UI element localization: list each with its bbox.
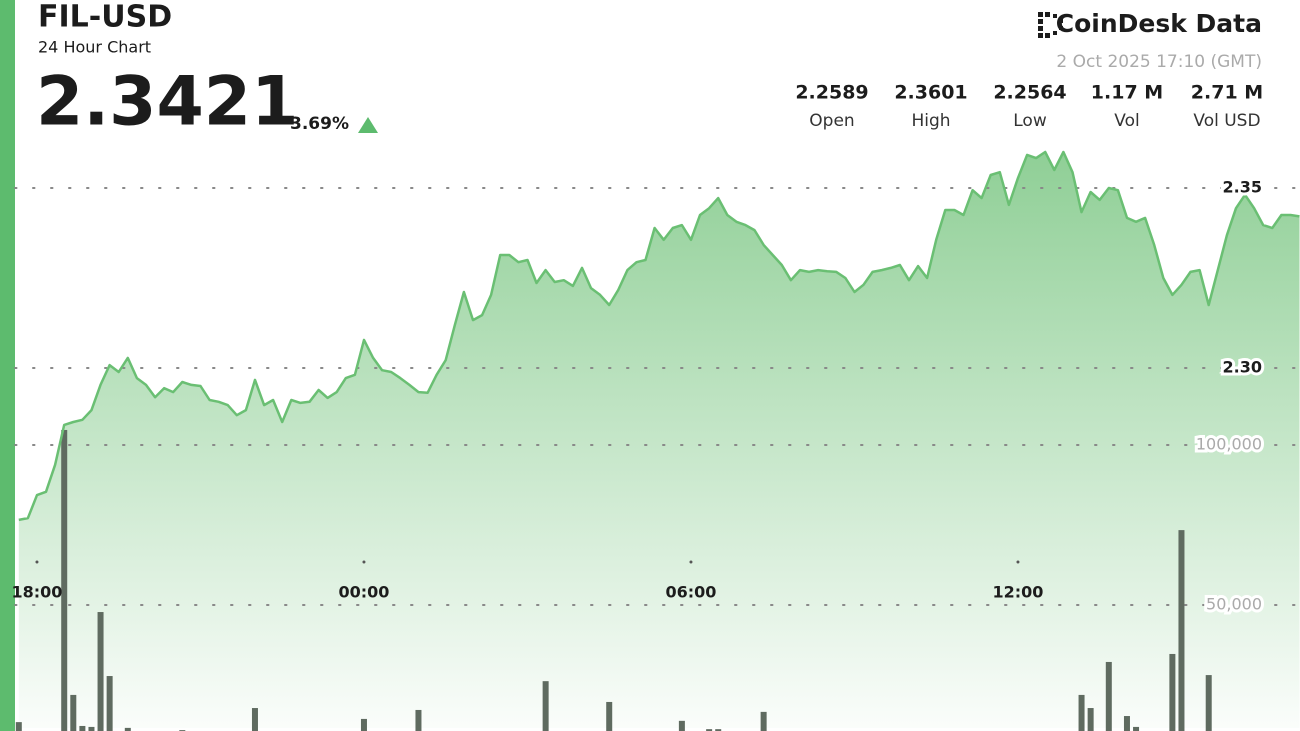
price-line [18, 150, 1300, 522]
volume-bar [251, 708, 258, 731]
stat-label: Low [1013, 111, 1047, 131]
stat-value: 2.3601 [894, 82, 967, 104]
stat-label: Vol USD [1193, 111, 1260, 131]
y-tick-label: 2.30 [1223, 358, 1262, 377]
header: FIL-USD 24 Hour Chart 2.3421 3.69% CoinD… [36, 0, 1263, 142]
x-tick [362, 560, 366, 564]
volume-bar [678, 720, 685, 731]
x-tick [1016, 560, 1020, 564]
volume-bar [1087, 708, 1094, 731]
stat-value: 2.2564 [993, 82, 1066, 104]
volume-bar [124, 727, 131, 731]
volume-bar [360, 718, 367, 731]
volume-bar [1169, 653, 1176, 731]
volume-bar [79, 725, 86, 731]
volume-bar [106, 676, 113, 731]
volume-bar [542, 681, 549, 731]
timestamp: 2 Oct 2025 17:10 (GMT) [1056, 52, 1262, 72]
stat-value: 1.17 M [1091, 82, 1163, 104]
stat-label: Open [809, 111, 854, 131]
volume-bar [1078, 694, 1085, 731]
volume-bar [1105, 661, 1112, 731]
volume-bar [1123, 716, 1130, 731]
brand-logo [1038, 12, 1063, 38]
stat-label: Vol [1114, 111, 1139, 131]
up-arrow [358, 117, 378, 133]
volume-bar [715, 729, 722, 731]
plot: 2.30 2.35 50,000 100,000 18:00 00:00 06:00 12:0… [11, 150, 1300, 731]
volume-bar [1205, 675, 1212, 731]
y-tick-label: 2.35 [1223, 178, 1262, 197]
y2-tick-label: 50,000 [1206, 595, 1262, 614]
x-tick [35, 560, 39, 564]
volume-bar [760, 711, 767, 731]
stat-value: 2.71 M [1191, 82, 1263, 104]
volume-bar [61, 429, 68, 731]
stat-value: 2.2589 [795, 82, 868, 104]
stat-label: High [911, 111, 950, 131]
price-area [18, 152, 1300, 728]
accent-bar [0, 0, 15, 731]
brand: CoinDesk Data [1056, 9, 1262, 38]
volume-bar [415, 709, 422, 731]
price: 2.3421 [36, 63, 298, 142]
x-tick-label: 18:00 [11, 583, 62, 602]
volume-bar [97, 612, 104, 731]
volume-bar [706, 729, 713, 731]
y2-tick-label: 100,000 [1196, 435, 1262, 454]
volume-bar [1178, 530, 1185, 731]
volume-bar [88, 726, 95, 731]
x-tick-label: 12:00 [992, 583, 1043, 602]
chart-title: FIL-USD [38, 0, 172, 35]
volume-bar [1133, 726, 1140, 731]
change: 3.69% [290, 114, 349, 134]
volume-bar [70, 694, 77, 731]
volume-bar [606, 701, 613, 731]
x-tick [689, 560, 693, 564]
x-tick-label: 06:00 [665, 583, 716, 602]
chart-subtitle: 24 Hour Chart [38, 38, 151, 57]
x-tick-label: 00:00 [338, 583, 389, 602]
volume-bar [15, 722, 22, 731]
